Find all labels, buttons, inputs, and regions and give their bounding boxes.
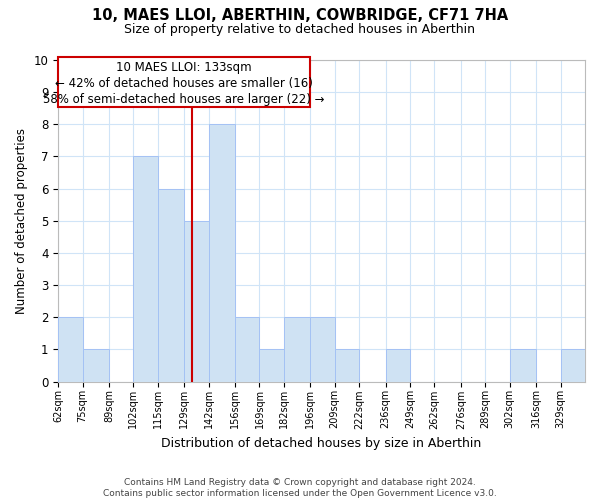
Bar bbox=[510, 350, 536, 382]
Bar bbox=[58, 317, 83, 382]
Bar bbox=[259, 350, 284, 382]
Bar bbox=[560, 350, 585, 382]
Text: 10, MAES LLOI, ABERTHIN, COWBRIDGE, CF71 7HA: 10, MAES LLOI, ABERTHIN, COWBRIDGE, CF71… bbox=[92, 8, 508, 22]
Bar bbox=[209, 124, 235, 382]
Bar bbox=[386, 350, 410, 382]
Bar bbox=[284, 317, 310, 382]
FancyBboxPatch shape bbox=[58, 58, 310, 106]
Text: 10 MAES LLOI: 133sqm: 10 MAES LLOI: 133sqm bbox=[116, 61, 252, 74]
Text: ← 42% of detached houses are smaller (16): ← 42% of detached houses are smaller (16… bbox=[55, 76, 313, 90]
Text: Contains HM Land Registry data © Crown copyright and database right 2024.
Contai: Contains HM Land Registry data © Crown c… bbox=[103, 478, 497, 498]
Bar bbox=[83, 350, 109, 382]
Text: Size of property relative to detached houses in Aberthin: Size of property relative to detached ho… bbox=[125, 22, 476, 36]
Bar bbox=[335, 350, 359, 382]
Y-axis label: Number of detached properties: Number of detached properties bbox=[15, 128, 28, 314]
Bar bbox=[158, 188, 184, 382]
X-axis label: Distribution of detached houses by size in Aberthin: Distribution of detached houses by size … bbox=[161, 437, 482, 450]
Bar bbox=[235, 317, 259, 382]
Bar bbox=[184, 221, 209, 382]
Text: 58% of semi-detached houses are larger (22) →: 58% of semi-detached houses are larger (… bbox=[43, 92, 325, 106]
Bar bbox=[310, 317, 335, 382]
Bar bbox=[133, 156, 158, 382]
